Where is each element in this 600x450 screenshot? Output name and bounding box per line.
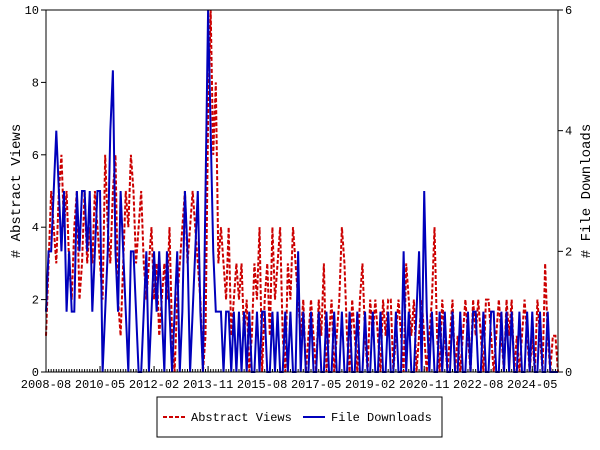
series-line — [45, 9, 559, 373]
y2-tick-label: 2 — [565, 245, 572, 259]
plot-frame — [45, 9, 559, 373]
x-tick-label: 2008-08 — [21, 378, 71, 392]
y-tick-label: 6 — [32, 149, 39, 163]
y-tick-label: 10 — [25, 4, 39, 18]
x-tick-label: 2020-11 — [399, 378, 449, 392]
y-tick-label: 0 — [32, 366, 39, 380]
y-tick-label: 4 — [32, 221, 39, 235]
series-line — [45, 9, 558, 373]
x-tick-label: 2012-02 — [129, 378, 179, 392]
y-tick-label: 8 — [32, 76, 39, 90]
y-axis-label: # Abstract Views — [9, 124, 25, 258]
y-tick-label: 2 — [32, 294, 39, 308]
x-tick-label: 2022-08 — [453, 378, 503, 392]
x-tick-label: 2015-08 — [237, 378, 287, 392]
x-tick-label: 2013-11 — [183, 378, 233, 392]
y2-tick-label: 0 — [565, 366, 572, 380]
legend-box — [156, 396, 443, 438]
y2-axis-label: # File Downloads — [579, 124, 595, 258]
y2-tick-label: 4 — [565, 125, 572, 139]
x-tick-label: 2010-05 — [75, 378, 125, 392]
y2-tick-label: 6 — [565, 4, 572, 18]
x-tick-label: 2019-02 — [345, 378, 395, 392]
x-tick-label: 2024-05 — [507, 378, 557, 392]
x-tick-label: 2017-05 — [291, 378, 341, 392]
legend-label: Abstract Views — [191, 411, 292, 425]
legend-label: File Downloads — [331, 411, 432, 425]
